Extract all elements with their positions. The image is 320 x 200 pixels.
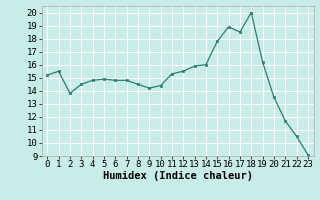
X-axis label: Humidex (Indice chaleur): Humidex (Indice chaleur) [103, 171, 252, 181]
